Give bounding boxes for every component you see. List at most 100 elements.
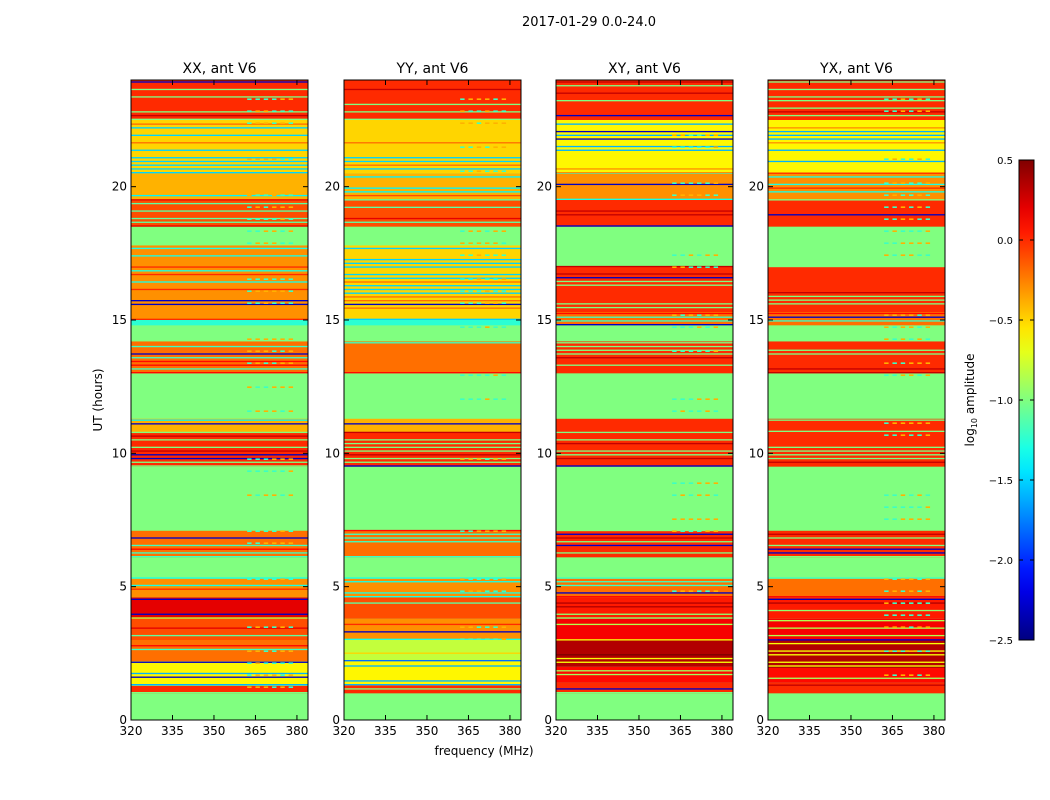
rfi-dash: [884, 614, 889, 616]
x-tick-label: 350: [628, 724, 651, 738]
rfi-dash: [493, 242, 498, 244]
stripe: [768, 149, 945, 151]
colorbar: −2.5 −2.0 −1.5 −1.0 −0.5 0.0 0.5: [989, 156, 1035, 647]
colorbar-label: log10 amplitude: [963, 354, 979, 447]
rfi-dash: [468, 302, 473, 304]
stripe: [344, 157, 521, 159]
rfi-dash: [680, 482, 685, 484]
rfi-dash: [925, 434, 931, 436]
x-tick-label: 380: [498, 724, 521, 738]
stripe: [344, 541, 521, 543]
rfi-dash: [272, 350, 277, 352]
stripe: [556, 342, 733, 344]
heatmap-image: [556, 80, 733, 720]
rfi-dash: [485, 122, 490, 124]
rfi-dash: [925, 230, 931, 232]
rfi-dash: [900, 98, 906, 100]
stripe: [556, 537, 733, 539]
rfi-dash: [909, 362, 914, 364]
x-tick-label: 365: [457, 724, 480, 738]
rfi-dash: [460, 170, 465, 172]
rfi-dash: [900, 602, 906, 604]
stripe: [556, 357, 733, 359]
rfi-dash: [272, 290, 277, 292]
colorbar-tick-label: −1.5: [989, 476, 1013, 487]
stripe: [344, 176, 521, 178]
stripe: [768, 100, 945, 102]
rfi-dash: [288, 686, 294, 688]
band-1: [131, 685, 308, 694]
band-4: [344, 618, 521, 640]
colorbar-tick-label: 0.0: [997, 236, 1013, 247]
stripe: [131, 194, 308, 197]
stripe: [556, 277, 733, 279]
stripe: [556, 364, 733, 366]
rfi-dash: [468, 254, 473, 256]
rfi-dash: [672, 518, 677, 520]
band-21: [131, 80, 308, 120]
x-tick-label: 350: [416, 724, 439, 738]
stripe: [131, 692, 308, 694]
panel-3: XY, ant V6 320 335 350 365 380 0 5 10 15 20: [537, 61, 734, 738]
rfi-dash: [501, 254, 507, 256]
rfi-dash: [493, 590, 498, 592]
stripe: [768, 454, 945, 456]
rfi-dash: [680, 530, 685, 532]
rfi-dash: [272, 158, 277, 160]
band-19: [556, 173, 733, 200]
rfi-dash: [884, 110, 889, 112]
rfi-dash: [272, 278, 277, 280]
stripe: [768, 627, 945, 629]
x-tick-label: 320: [545, 724, 568, 738]
rfi-dash: [468, 374, 473, 376]
rfi-dash: [247, 122, 252, 124]
rfi-dash: [476, 458, 482, 460]
rfi-dash: [925, 242, 931, 244]
rfi-dash: [697, 314, 702, 316]
rfi-dash: [272, 410, 277, 412]
rfi-dash: [476, 374, 482, 376]
rfi-dash: [688, 182, 694, 184]
stripe: [556, 670, 733, 672]
band-14: [131, 325, 308, 342]
rfi-dash: [280, 362, 285, 364]
stripe: [556, 320, 733, 322]
stripe: [131, 461, 308, 463]
rfi-dash: [247, 530, 252, 532]
rfi-dash: [280, 110, 285, 112]
colorbar-tick-label: −1.0: [989, 396, 1013, 407]
stripe: [768, 368, 945, 370]
rfi-dash: [255, 578, 260, 580]
rfi-dash: [672, 398, 677, 400]
rfi-dash: [884, 242, 889, 244]
rfi-dash: [247, 242, 252, 244]
rfi-dash: [460, 578, 465, 580]
rfi-dash: [688, 194, 694, 196]
band-14: [556, 325, 733, 342]
rfi-dash: [485, 242, 490, 244]
band-15: [131, 320, 308, 326]
rfi-dash: [272, 206, 277, 208]
rfi-dash: [713, 314, 719, 316]
rfi-dash: [476, 98, 482, 100]
rfi-dash: [476, 146, 482, 148]
rfi-dash: [263, 122, 269, 124]
rfi-dash: [672, 530, 677, 532]
stripe: [344, 688, 521, 690]
stripe: [556, 533, 733, 535]
rfi-dash: [909, 194, 914, 196]
rfi-dash: [263, 662, 269, 664]
rfi-dash: [884, 194, 889, 196]
rfi-dash: [460, 278, 465, 280]
rfi-dash: [476, 254, 482, 256]
rfi-dash: [909, 314, 914, 316]
rfi-dash: [493, 110, 498, 112]
stripe: [556, 316, 733, 318]
stripe: [344, 111, 521, 113]
rfi-dash: [892, 230, 897, 232]
rfi-dash: [247, 674, 252, 676]
stripe: [344, 581, 521, 583]
rfi-dash: [697, 350, 702, 352]
rfi-dash: [272, 230, 277, 232]
stripe: [556, 210, 733, 212]
